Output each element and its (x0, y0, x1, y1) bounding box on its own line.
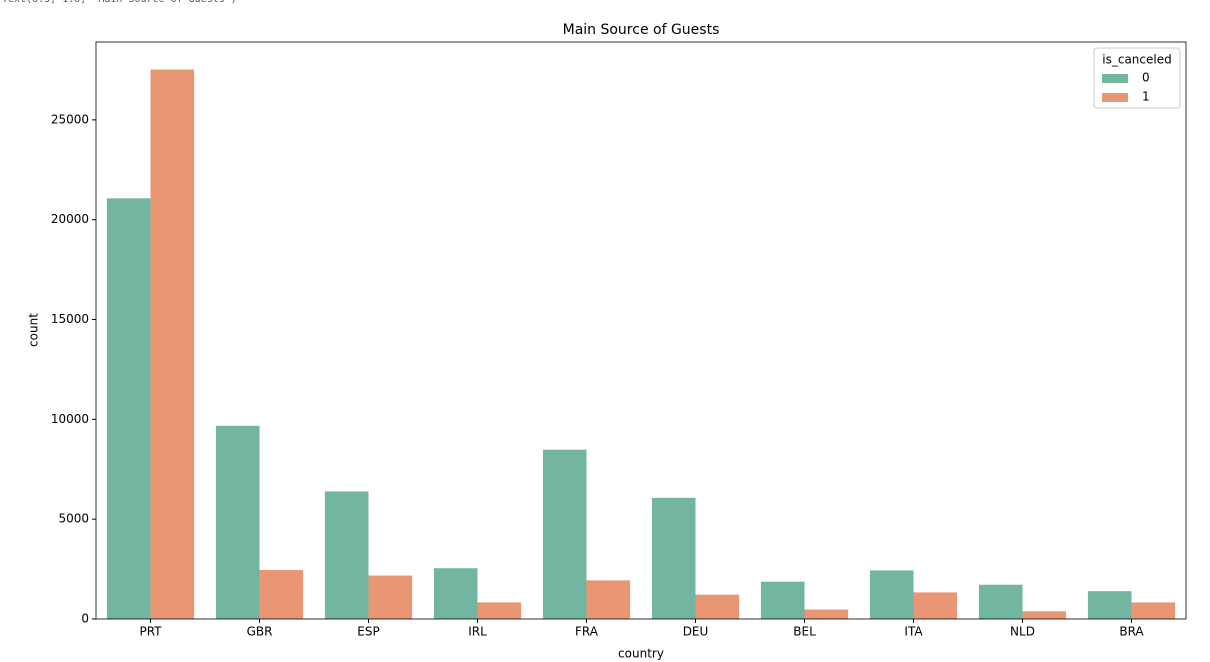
bar (651, 497, 696, 619)
bar (869, 570, 914, 619)
legend-swatch (1102, 93, 1128, 102)
y-tick-label: 5000 (58, 512, 89, 526)
bar (804, 609, 849, 619)
x-axis-label: country (618, 647, 664, 661)
x-tick-label: PRT (139, 625, 162, 639)
y-tick-label: 20000 (51, 212, 89, 226)
bar (477, 602, 522, 619)
bar (760, 581, 805, 619)
bar (1087, 591, 1132, 619)
bar (150, 69, 195, 620)
bar (368, 575, 413, 619)
x-tick-label: BRA (1119, 625, 1144, 639)
x-tick-label: GBR (247, 625, 273, 639)
x-tick-label: FRA (575, 625, 599, 639)
x-tick-label: ESP (357, 625, 379, 639)
x-tick-label: BEL (793, 625, 816, 639)
bar (978, 584, 1023, 619)
bar (433, 568, 478, 619)
bar (106, 198, 151, 620)
x-tick-label: DEU (683, 625, 709, 639)
legend-label: 0 (1142, 71, 1150, 85)
y-tick-label: 25000 (51, 112, 89, 126)
bar (259, 570, 304, 619)
y-tick-label: 10000 (51, 412, 89, 426)
legend-swatch (1102, 74, 1128, 83)
bar (913, 592, 958, 619)
axes-frame (95, 41, 1187, 620)
x-tick-label: NLD (1010, 625, 1035, 639)
bar (1022, 611, 1067, 619)
y-tick-label: 0 (81, 612, 89, 626)
bar (1131, 602, 1176, 619)
bar (586, 580, 631, 619)
legend-label: 1 (1142, 90, 1150, 104)
bar (324, 491, 369, 619)
bar (215, 425, 260, 619)
legend-title: is_canceled (1102, 53, 1171, 67)
bar (695, 594, 740, 619)
y-axis-label: count (27, 313, 41, 347)
x-tick-label: IRL (468, 625, 487, 639)
x-tick-label: ITA (904, 625, 923, 639)
y-tick-label: 15000 (51, 312, 89, 326)
output-header: Text(0.5, 1.0, 'Main Source of Guests') (2, 0, 237, 5)
bar (542, 449, 587, 619)
chart-title: Main Source of Guests (563, 22, 720, 38)
